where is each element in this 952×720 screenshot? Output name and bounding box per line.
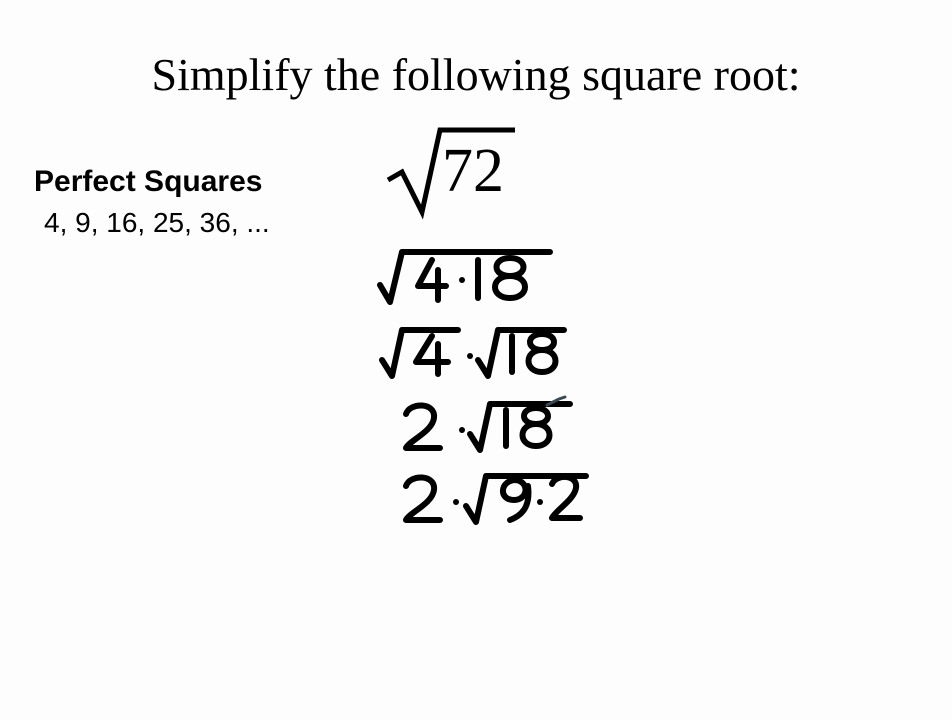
handwriting-svg [370, 240, 630, 560]
perfect-squares-block: Perfect Squares 4, 9, 16, 25, 36, ... [34, 165, 270, 239]
perfect-squares-list: 4, 9, 16, 25, 36, ... [44, 207, 270, 239]
page-title: Simplify the following square root: [0, 48, 952, 101]
step-4 [406, 476, 586, 522]
perfect-squares-heading: Perfect Squares [34, 165, 270, 199]
step-3 [406, 404, 570, 450]
pen-cursor [545, 395, 567, 409]
step-2 [382, 330, 564, 376]
step-1 [380, 252, 550, 302]
worked-steps [370, 240, 630, 565]
problem-radical: 72 [380, 120, 560, 220]
radicand-value: 72 [442, 136, 504, 207]
